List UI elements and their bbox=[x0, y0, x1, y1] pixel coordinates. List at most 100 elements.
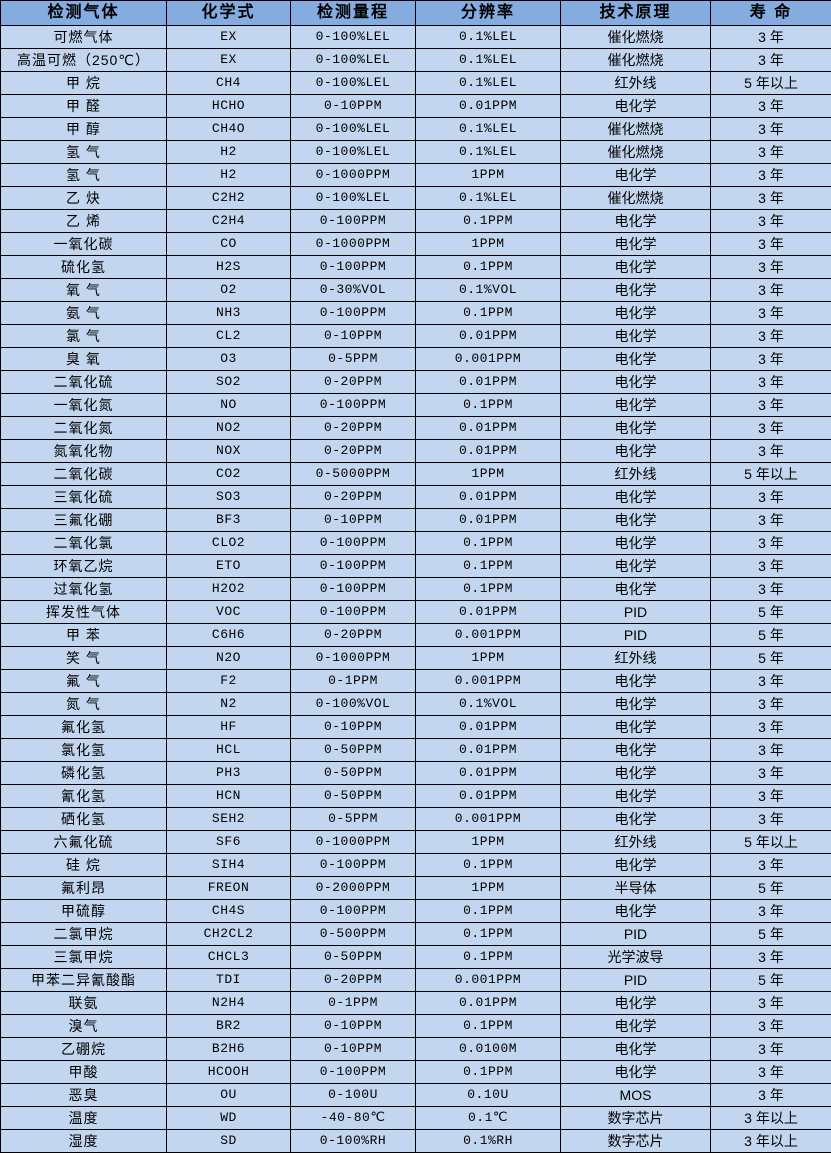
cell-gas: 氨 气 bbox=[1, 302, 167, 325]
cell-formula: CO bbox=[167, 233, 291, 256]
cell-formula: HF bbox=[167, 716, 291, 739]
cell-lifespan: 3 年 bbox=[711, 164, 831, 187]
cell-technology: PID bbox=[561, 601, 711, 624]
cell-resolution: 1PPM bbox=[416, 463, 561, 486]
cell-technology: 电化学 bbox=[561, 992, 711, 1015]
cell-gas: 氢 气 bbox=[1, 141, 167, 164]
cell-lifespan: 3 年 bbox=[711, 854, 831, 877]
cell-technology: 催化燃烧 bbox=[561, 26, 711, 49]
cell-lifespan: 3 年 bbox=[711, 95, 831, 118]
cell-lifespan: 5 年以上 bbox=[711, 72, 831, 95]
cell-technology: 电化学 bbox=[561, 486, 711, 509]
cell-formula: CH4O bbox=[167, 118, 291, 141]
cell-gas: 挥发性气体 bbox=[1, 601, 167, 624]
cell-lifespan: 5 年以上 bbox=[711, 463, 831, 486]
cell-gas: 二氧化氮 bbox=[1, 417, 167, 440]
cell-range: 0-500PPM bbox=[291, 923, 416, 946]
cell-range: 0-100PPM bbox=[291, 302, 416, 325]
cell-technology: 电化学 bbox=[561, 532, 711, 555]
cell-range: 0-100%LEL bbox=[291, 49, 416, 72]
cell-technology: 电化学 bbox=[561, 1061, 711, 1084]
cell-range: 0-100%LEL bbox=[291, 26, 416, 49]
cell-resolution: 0.001PPM bbox=[416, 348, 561, 371]
cell-range: 0-100PPM bbox=[291, 601, 416, 624]
cell-technology: 电化学 bbox=[561, 440, 711, 463]
cell-resolution: 0.1PPM bbox=[416, 1015, 561, 1038]
cell-range: 0-50PPM bbox=[291, 762, 416, 785]
cell-range: 0-100PPM bbox=[291, 210, 416, 233]
cell-lifespan: 5 年 bbox=[711, 877, 831, 900]
cell-resolution: 0.1PPM bbox=[416, 394, 561, 417]
cell-formula: B2H6 bbox=[167, 1038, 291, 1061]
cell-gas: 甲 醛 bbox=[1, 95, 167, 118]
cell-technology: 催化燃烧 bbox=[561, 187, 711, 210]
cell-range: 0-50PPM bbox=[291, 739, 416, 762]
cell-range: 0-1000PPM bbox=[291, 831, 416, 854]
cell-gas: 温度 bbox=[1, 1107, 167, 1130]
cell-lifespan: 3 年 bbox=[711, 1061, 831, 1084]
cell-resolution: 0.01PPM bbox=[416, 417, 561, 440]
cell-formula: H2S bbox=[167, 256, 291, 279]
cell-formula: SIH4 bbox=[167, 854, 291, 877]
cell-technology: 红外线 bbox=[561, 647, 711, 670]
cell-resolution: 0.1PPM bbox=[416, 1061, 561, 1084]
cell-technology: 光学波导 bbox=[561, 946, 711, 969]
cell-formula: SEH2 bbox=[167, 808, 291, 831]
cell-gas: 氢 气 bbox=[1, 164, 167, 187]
cell-technology: PID bbox=[561, 969, 711, 992]
cell-technology: 电化学 bbox=[561, 325, 711, 348]
cell-lifespan: 5 年 bbox=[711, 624, 831, 647]
cell-lifespan: 3 年 bbox=[711, 486, 831, 509]
cell-resolution: 0.1PPM bbox=[416, 923, 561, 946]
cell-lifespan: 3 年 bbox=[711, 578, 831, 601]
cell-resolution: 0.01PPM bbox=[416, 739, 561, 762]
cell-formula: H2O2 bbox=[167, 578, 291, 601]
cell-range: 0-5PPM bbox=[291, 348, 416, 371]
cell-technology: 电化学 bbox=[561, 164, 711, 187]
cell-resolution: 0.1PPM bbox=[416, 900, 561, 923]
cell-gas: 六氟化硫 bbox=[1, 831, 167, 854]
cell-lifespan: 3 年 bbox=[711, 118, 831, 141]
table-header: 检测气体 化学式 检测量程 分辨率 技术原理 寿 命 bbox=[1, 1, 831, 26]
cell-resolution: 0.1%LEL bbox=[416, 26, 561, 49]
cell-lifespan: 3 年 bbox=[711, 371, 831, 394]
cell-gas: 三氯甲烷 bbox=[1, 946, 167, 969]
cell-lifespan: 5 年 bbox=[711, 601, 831, 624]
cell-technology: 电化学 bbox=[561, 578, 711, 601]
cell-lifespan: 3 年 bbox=[711, 210, 831, 233]
cell-gas: 氮 气 bbox=[1, 693, 167, 716]
cell-lifespan: 3 年 bbox=[711, 233, 831, 256]
cell-formula: CH4S bbox=[167, 900, 291, 923]
cell-formula: C6H6 bbox=[167, 624, 291, 647]
cell-technology: 电化学 bbox=[561, 509, 711, 532]
cell-formula: SO3 bbox=[167, 486, 291, 509]
cell-lifespan: 3 年 bbox=[711, 739, 831, 762]
cell-resolution: 0.1PPM bbox=[416, 256, 561, 279]
column-header-technology: 技术原理 bbox=[561, 1, 711, 26]
cell-technology: 电化学 bbox=[561, 233, 711, 256]
column-header-lifespan: 寿 命 bbox=[711, 1, 831, 26]
cell-range: 0-10PPM bbox=[291, 325, 416, 348]
cell-resolution: 0.01PPM bbox=[416, 601, 561, 624]
cell-lifespan: 3 年以上 bbox=[711, 1107, 831, 1130]
cell-resolution: 0.01PPM bbox=[416, 762, 561, 785]
cell-range: 0-10PPM bbox=[291, 1038, 416, 1061]
cell-lifespan: 3 年 bbox=[711, 900, 831, 923]
